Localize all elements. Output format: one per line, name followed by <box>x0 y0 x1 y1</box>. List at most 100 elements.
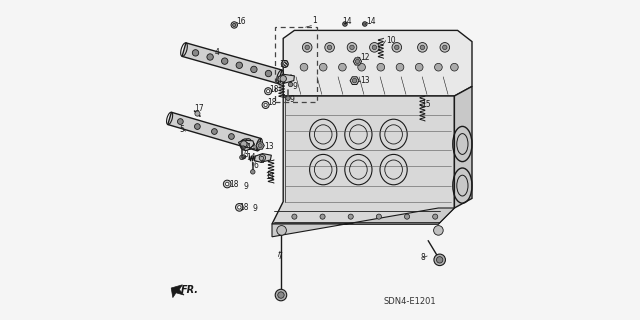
Polygon shape <box>278 74 294 83</box>
Circle shape <box>243 142 248 147</box>
Circle shape <box>434 254 445 266</box>
Circle shape <box>228 134 234 140</box>
Circle shape <box>362 22 367 26</box>
Text: 14: 14 <box>366 17 376 26</box>
Text: 9: 9 <box>244 182 249 191</box>
Circle shape <box>364 23 366 25</box>
Circle shape <box>344 23 346 25</box>
Circle shape <box>241 146 245 150</box>
Circle shape <box>396 63 404 71</box>
Circle shape <box>267 90 269 93</box>
Polygon shape <box>254 154 271 162</box>
Polygon shape <box>283 30 472 96</box>
Circle shape <box>415 63 423 71</box>
Polygon shape <box>272 208 454 237</box>
Circle shape <box>348 214 353 219</box>
Circle shape <box>377 63 385 71</box>
Circle shape <box>376 214 381 219</box>
Text: FR.: FR. <box>181 285 199 295</box>
Text: 9: 9 <box>292 82 297 91</box>
Polygon shape <box>272 96 454 224</box>
Circle shape <box>320 214 325 219</box>
Circle shape <box>288 82 293 87</box>
Circle shape <box>264 103 267 107</box>
Circle shape <box>211 129 218 134</box>
Circle shape <box>372 45 376 50</box>
Circle shape <box>242 147 244 149</box>
Circle shape <box>443 45 447 50</box>
Circle shape <box>221 58 228 64</box>
Circle shape <box>266 70 272 77</box>
Circle shape <box>242 155 246 159</box>
Circle shape <box>275 289 287 301</box>
Text: 14: 14 <box>342 17 352 26</box>
Circle shape <box>369 43 379 52</box>
Text: 13: 13 <box>265 142 275 151</box>
Circle shape <box>358 63 365 71</box>
Circle shape <box>324 43 335 52</box>
Text: 18: 18 <box>279 60 289 68</box>
Circle shape <box>451 63 458 71</box>
Text: 9: 9 <box>290 95 294 104</box>
Circle shape <box>177 119 183 124</box>
Circle shape <box>434 226 443 235</box>
Polygon shape <box>168 112 261 151</box>
Circle shape <box>243 156 245 158</box>
Text: 2: 2 <box>260 156 264 165</box>
Circle shape <box>240 139 252 150</box>
Circle shape <box>259 155 266 161</box>
Text: 14: 14 <box>246 153 256 162</box>
Text: 1: 1 <box>312 16 317 25</box>
Circle shape <box>233 23 236 27</box>
Polygon shape <box>172 285 184 298</box>
Text: 6: 6 <box>253 161 259 170</box>
Text: 11: 11 <box>265 172 275 181</box>
Text: 18: 18 <box>229 180 238 188</box>
Polygon shape <box>350 77 359 84</box>
Circle shape <box>278 292 284 298</box>
Circle shape <box>436 257 443 263</box>
Text: 4: 4 <box>214 48 220 57</box>
Bar <box>275 27 317 102</box>
Text: 18: 18 <box>268 98 276 107</box>
Text: 10: 10 <box>387 36 396 44</box>
Circle shape <box>292 214 297 219</box>
Circle shape <box>349 45 355 50</box>
Text: 18: 18 <box>269 85 279 94</box>
Circle shape <box>352 78 357 83</box>
Circle shape <box>225 182 229 186</box>
Circle shape <box>236 204 243 211</box>
Circle shape <box>280 76 287 82</box>
Text: SDN4-E1201: SDN4-E1201 <box>384 297 436 306</box>
Polygon shape <box>353 58 362 65</box>
Circle shape <box>207 54 213 60</box>
Text: 16: 16 <box>236 17 246 26</box>
Circle shape <box>339 63 346 71</box>
Circle shape <box>440 43 450 52</box>
Circle shape <box>300 63 308 71</box>
Circle shape <box>240 155 244 160</box>
Circle shape <box>195 124 200 129</box>
Polygon shape <box>182 43 282 84</box>
Circle shape <box>355 60 360 64</box>
Text: 5: 5 <box>180 125 185 134</box>
Circle shape <box>305 45 310 50</box>
Circle shape <box>433 214 438 219</box>
Circle shape <box>417 43 428 52</box>
Circle shape <box>394 45 399 50</box>
Text: 9: 9 <box>253 204 258 213</box>
Circle shape <box>223 180 231 188</box>
Polygon shape <box>239 140 254 148</box>
Polygon shape <box>256 142 264 149</box>
Circle shape <box>246 139 252 144</box>
Circle shape <box>285 96 291 100</box>
Polygon shape <box>454 86 472 208</box>
Circle shape <box>420 45 425 50</box>
Text: 15: 15 <box>421 100 431 109</box>
Circle shape <box>262 101 269 108</box>
Circle shape <box>319 63 327 71</box>
Circle shape <box>277 226 287 235</box>
Circle shape <box>237 206 241 209</box>
Text: 7: 7 <box>278 252 282 261</box>
Circle shape <box>251 66 257 73</box>
